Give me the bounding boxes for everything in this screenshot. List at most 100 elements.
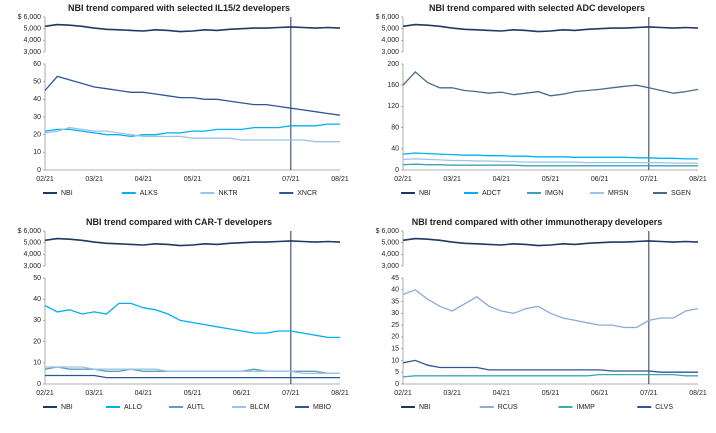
y-tick-label: 5,000 bbox=[23, 26, 41, 33]
y-tick-label: 200 bbox=[387, 61, 399, 68]
legend-label: SGEN bbox=[671, 190, 691, 197]
legend-label: BLCM bbox=[250, 404, 270, 411]
x-tick-label: 03/21 bbox=[85, 176, 103, 183]
x-tick-label: 08/21 bbox=[331, 390, 349, 397]
y-tick-label: 30 bbox=[391, 310, 399, 317]
series-line bbox=[402, 289, 699, 329]
y-tick-label: 120 bbox=[387, 103, 399, 110]
y-tick-label: 160 bbox=[387, 82, 399, 89]
y-tick-label: 10 bbox=[33, 149, 41, 156]
x-tick-label: 05/21 bbox=[542, 176, 560, 183]
y-tick-label: 40 bbox=[33, 96, 41, 103]
series-line bbox=[45, 374, 340, 379]
x-tick-label: 03/21 bbox=[443, 176, 461, 183]
chart-title: NBI trend compared with CAR-T developers bbox=[86, 217, 272, 227]
x-tick-label: 06/21 bbox=[233, 390, 251, 397]
y-tick-label: $ 6,000 bbox=[376, 14, 399, 21]
y-tick-label: 5 bbox=[395, 369, 399, 376]
y-tick-label: 25 bbox=[391, 322, 399, 329]
chart-title: NBI trend compared with other immunothera… bbox=[412, 217, 663, 227]
legend-label: AUTL bbox=[187, 404, 205, 411]
y-tick-label: 0 bbox=[395, 167, 399, 174]
x-tick-label: 02/21 bbox=[394, 390, 412, 397]
x-tick-label: 04/21 bbox=[135, 390, 153, 397]
series-line bbox=[45, 366, 340, 375]
y-tick-label: 3,000 bbox=[23, 263, 41, 270]
legend-label: NBI bbox=[419, 404, 431, 411]
series-line bbox=[402, 158, 698, 164]
legend-label: ALKS bbox=[140, 190, 158, 197]
title-part: NBI trend compared with selected bbox=[429, 3, 574, 13]
x-tick-label: 04/21 bbox=[493, 176, 511, 183]
x-tick-label: 07/21 bbox=[640, 390, 658, 397]
chart-panel: NBI trend compared with CAR-T developers $ … bbox=[18, 217, 349, 410]
x-tick-label: 05/21 bbox=[542, 390, 560, 397]
legend-label: NBI bbox=[61, 404, 73, 411]
x-tick-label: 05/21 bbox=[184, 176, 202, 183]
x-tick-label: 04/21 bbox=[135, 176, 153, 183]
series-line bbox=[402, 70, 699, 97]
x-tick-label: 02/21 bbox=[36, 390, 54, 397]
y-tick-label: 30 bbox=[33, 317, 41, 324]
title-part: developers bbox=[224, 217, 272, 227]
legend-label: XNCR bbox=[297, 190, 317, 197]
series-line bbox=[402, 152, 698, 160]
x-tick-label: 04/21 bbox=[493, 390, 511, 397]
title-part: IL15/2 bbox=[215, 3, 241, 13]
title-part: NBI trend compared with bbox=[412, 217, 519, 227]
series-line bbox=[44, 302, 340, 339]
title-part: CAR-T bbox=[194, 217, 222, 227]
y-tick-label: 10 bbox=[33, 360, 41, 367]
title-part: developers bbox=[615, 217, 663, 227]
y-tick-label: 15 bbox=[391, 346, 399, 353]
legend-label: ADCT bbox=[482, 190, 502, 197]
x-tick-label: 02/21 bbox=[36, 176, 54, 183]
x-tick-label: 07/21 bbox=[640, 176, 658, 183]
y-tick-label: $ 6,000 bbox=[376, 228, 399, 235]
y-tick-label: 80 bbox=[391, 124, 399, 131]
y-tick-label: 20 bbox=[391, 334, 399, 341]
series-line bbox=[402, 373, 698, 378]
legend-label: RCUS bbox=[498, 404, 518, 411]
y-tick-label: 10 bbox=[391, 357, 399, 364]
x-tick-label: 03/21 bbox=[85, 390, 103, 397]
y-tick-label: 50 bbox=[33, 275, 41, 282]
chart-panel: NBI trend compared with selected ADC devel… bbox=[376, 3, 707, 196]
title-part: NBI trend compared with selected bbox=[68, 3, 213, 13]
y-tick-label: 5,000 bbox=[381, 26, 399, 33]
y-tick-label: 30 bbox=[33, 114, 41, 121]
series-line bbox=[402, 237, 699, 247]
y-tick-label: 3,000 bbox=[381, 49, 399, 56]
y-tick-label: 3,000 bbox=[381, 263, 399, 270]
x-tick-label: 06/21 bbox=[591, 176, 609, 183]
series-line bbox=[44, 123, 340, 138]
legend-label: NBI bbox=[419, 190, 431, 197]
title-part: ADC bbox=[576, 3, 596, 13]
y-tick-label: 20 bbox=[33, 132, 41, 139]
x-tick-label: 08/21 bbox=[689, 176, 707, 183]
x-tick-label: 06/21 bbox=[233, 176, 251, 183]
series-line bbox=[44, 237, 341, 247]
y-tick-label: $ 6,000 bbox=[18, 14, 41, 21]
y-tick-label: 4,000 bbox=[381, 251, 399, 258]
series-line bbox=[44, 75, 341, 116]
y-tick-label: 4,000 bbox=[381, 37, 399, 44]
chart-title: NBI trend compared with selected IL15/2 de… bbox=[68, 3, 290, 13]
legend-label: NKTR bbox=[219, 190, 238, 197]
x-tick-label: 05/21 bbox=[184, 390, 202, 397]
title-part: other immunotherapy bbox=[520, 217, 613, 227]
y-tick-label: 4,000 bbox=[23, 37, 41, 44]
y-tick-label: 35 bbox=[391, 298, 399, 305]
y-tick-label: 0 bbox=[395, 381, 399, 388]
y-tick-label: 0 bbox=[37, 167, 41, 174]
y-tick-label: 40 bbox=[391, 287, 399, 294]
legend-label: IMMP bbox=[577, 404, 596, 411]
series-line bbox=[44, 23, 341, 33]
y-tick-label: 50 bbox=[33, 79, 41, 86]
y-tick-label: 60 bbox=[33, 61, 41, 68]
y-tick-label: 3,000 bbox=[23, 49, 41, 56]
series-line bbox=[44, 126, 340, 143]
y-tick-label: 5,000 bbox=[23, 240, 41, 247]
title-part: NBI trend compared with bbox=[86, 217, 193, 227]
